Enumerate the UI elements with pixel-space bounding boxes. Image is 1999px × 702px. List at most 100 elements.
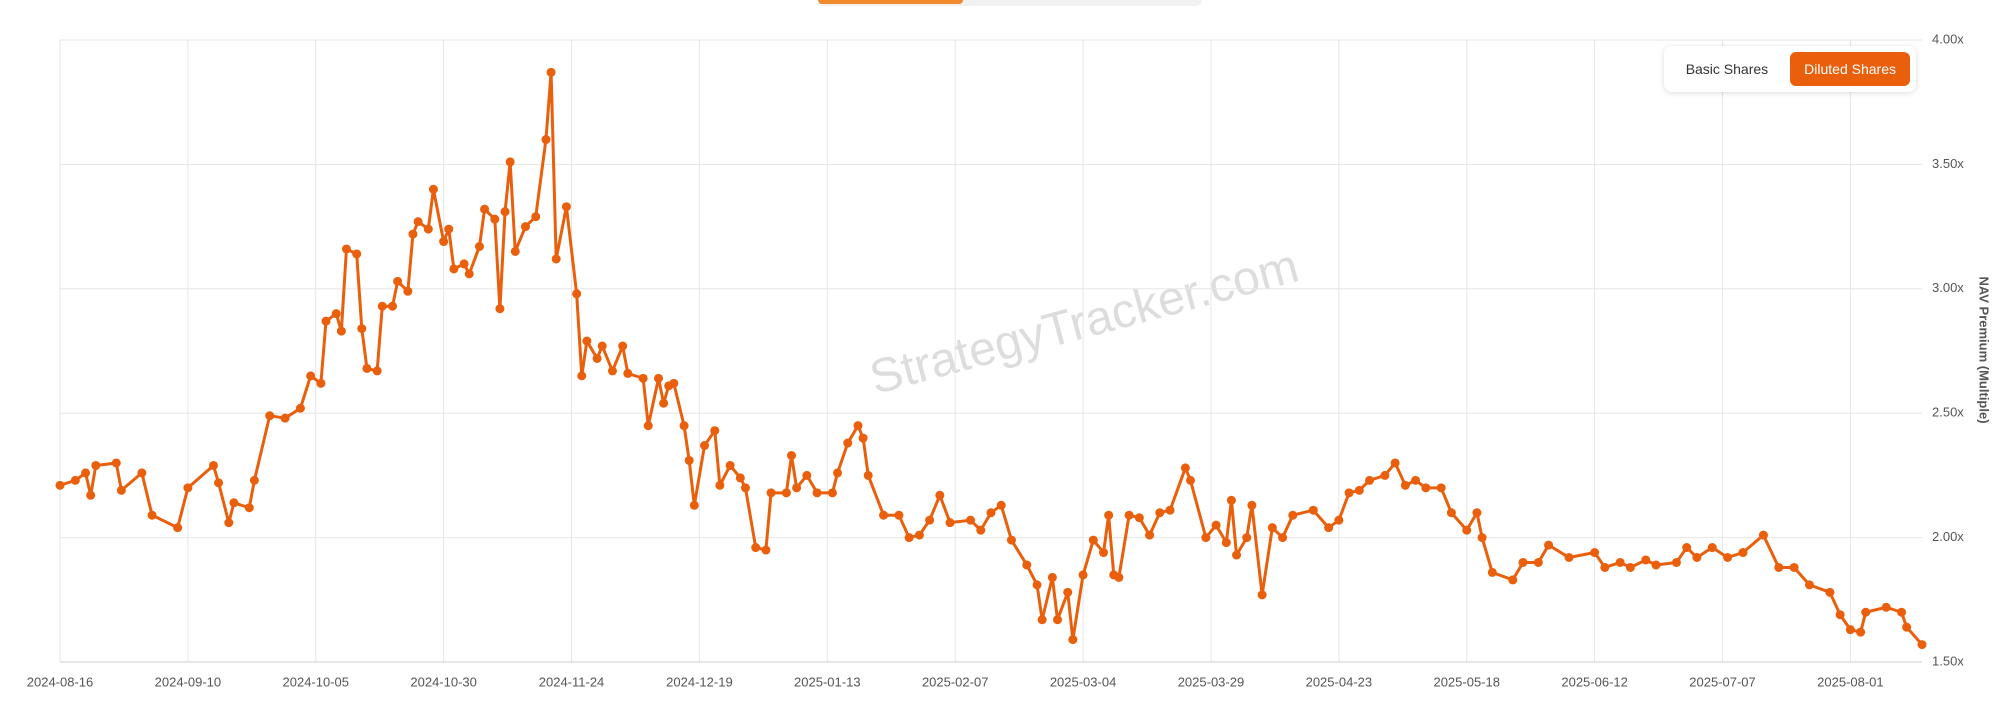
data-point (1344, 488, 1354, 498)
data-point (623, 368, 633, 378)
data-point (306, 371, 316, 381)
data-point (735, 473, 745, 483)
tab-bar (818, 0, 1202, 6)
y-tick-label: 4.00x (1932, 31, 1964, 46)
data-point (986, 508, 996, 518)
data-point (111, 458, 121, 468)
data-point (1881, 602, 1891, 612)
data-point (1692, 553, 1702, 563)
data-point (541, 135, 551, 145)
data-point (1380, 470, 1390, 480)
x-tick-label: 2024-08-16 (27, 674, 94, 689)
data-point (1518, 557, 1528, 567)
data-point (1533, 557, 1543, 567)
data-point (321, 316, 331, 326)
data-point (561, 202, 571, 212)
data-point (1047, 572, 1057, 582)
data-point (659, 398, 669, 408)
data-point (853, 421, 863, 431)
data-point (1288, 510, 1298, 520)
watermark: StrategyTracker.com (864, 240, 1304, 405)
x-tick-label: 2024-11-24 (539, 674, 605, 689)
data-point (1472, 508, 1482, 518)
y-tick-label: 2.50x (1932, 405, 1964, 420)
data-point (638, 373, 648, 383)
data-point (1835, 610, 1845, 620)
data-point (116, 485, 126, 495)
data-point (858, 433, 868, 443)
data-point (372, 366, 382, 376)
data-point (669, 378, 679, 388)
data-point (607, 366, 617, 376)
data-point (1037, 615, 1047, 625)
data-point (1145, 530, 1155, 540)
data-point (802, 470, 812, 480)
data-point (1544, 540, 1554, 550)
x-tick-label: 2025-03-04 (1050, 674, 1117, 689)
data-point (710, 426, 720, 436)
data-point (1278, 533, 1288, 543)
data-point (1186, 475, 1195, 485)
data-point (495, 304, 505, 314)
data-point (362, 363, 372, 373)
data-point (1861, 607, 1871, 617)
data-point (879, 510, 889, 520)
toggle-button[interactable]: Basic Shares (1685, 61, 1769, 77)
data-point (572, 289, 582, 299)
data-point (147, 510, 157, 520)
data-point (173, 523, 183, 533)
data-point (976, 525, 986, 535)
data-point (1068, 635, 1078, 645)
data-point (428, 184, 438, 194)
x-tick-label: 2025-03-29 (1178, 674, 1245, 689)
data-point (1400, 480, 1410, 490)
data-point (474, 242, 484, 252)
x-tick-label: 2025-06-12 (1561, 674, 1628, 689)
data-point (792, 483, 802, 493)
data-point (1232, 550, 1242, 560)
data-point (1257, 590, 1267, 600)
data-point (582, 336, 592, 346)
toggle-button[interactable]: Diluted Shares (1790, 52, 1910, 86)
data-point (1707, 543, 1717, 553)
data-point (1114, 572, 1124, 582)
data-point (1897, 607, 1907, 617)
x-tick-label: 2025-02-07 (922, 674, 989, 689)
data-point (1825, 587, 1835, 597)
tab-active (818, 0, 963, 4)
data-point (403, 286, 413, 296)
data-point (224, 518, 234, 528)
data-point (551, 254, 561, 264)
data-point (244, 503, 254, 513)
x-tick-label: 2024-12-19 (666, 674, 733, 689)
data-point (1774, 562, 1784, 572)
data-point (546, 67, 556, 77)
data-point (229, 498, 239, 508)
data-point (1738, 548, 1748, 558)
data-point (81, 468, 91, 478)
data-point (1477, 533, 1487, 543)
data-point (1201, 533, 1211, 543)
data-point (1758, 530, 1768, 540)
data-point (966, 515, 976, 525)
data-point (787, 450, 796, 460)
data-point (904, 533, 914, 543)
x-tick-label: 2024-10-05 (283, 674, 350, 689)
data-point (1804, 580, 1814, 590)
data-point (597, 341, 607, 351)
data-point (1615, 557, 1625, 567)
data-point (740, 483, 750, 493)
data-point (1365, 475, 1375, 485)
x-tick-label: 2024-10-30 (410, 674, 477, 689)
data-point (295, 403, 305, 413)
data-point (91, 460, 101, 470)
data-point (914, 530, 924, 540)
data-point (86, 490, 96, 500)
data-point (137, 468, 147, 478)
data-point (689, 500, 699, 510)
data-point (1421, 483, 1431, 493)
data-point (439, 237, 449, 247)
data-point (336, 326, 346, 336)
data-point (1902, 622, 1912, 632)
data-point (1354, 485, 1364, 495)
